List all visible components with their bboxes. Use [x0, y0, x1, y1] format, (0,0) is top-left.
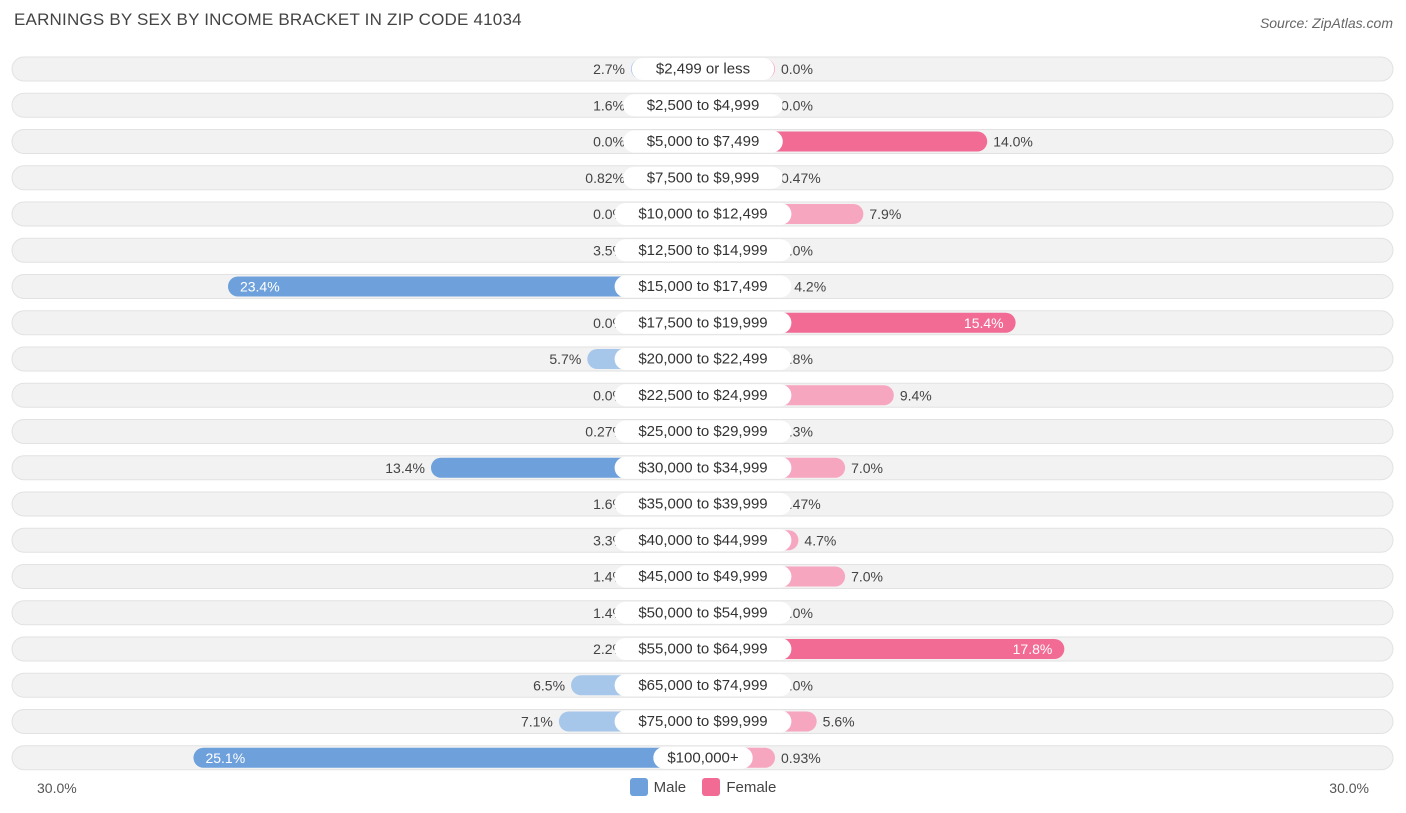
category-label: $12,500 to $14,999 [638, 242, 767, 259]
male-value-label: 6.5% [533, 677, 565, 693]
male-swatch-icon [629, 778, 648, 796]
category-label: $20,000 to $22,499 [638, 351, 767, 368]
legend: Male Female [0, 778, 1406, 800]
axis-left-label: 30.0% [37, 780, 77, 796]
category-pill [614, 674, 792, 697]
category-label: $2,499 or less [656, 61, 750, 78]
male-value-label: 2.7% [593, 61, 625, 77]
category-label: $40,000 to $44,999 [638, 532, 767, 549]
category-pill [623, 94, 783, 117]
male-bar [193, 747, 703, 768]
female-value-label: 4.7% [804, 532, 836, 548]
category-label: $100,000+ [667, 749, 739, 766]
chart-title: EARNINGS BY SEX BY INCOME BRACKET IN ZIP… [14, 10, 522, 29]
category-label: $30,000 to $34,999 [638, 459, 767, 476]
category-label: $35,000 to $39,999 [638, 496, 767, 513]
male-value-label: 5.7% [549, 351, 581, 367]
category-label: $50,000 to $54,999 [638, 604, 767, 621]
category-pill [614, 493, 792, 515]
legend-item-male[interactable]: Male [629, 778, 687, 796]
category-pill [614, 203, 792, 225]
category-pill [614, 638, 792, 660]
source-label: Source: ZipAtlas.com [1259, 15, 1393, 31]
category-pill [614, 529, 792, 552]
category-label: $17,500 to $19,999 [638, 314, 767, 331]
category-pill [614, 384, 792, 407]
male-value-label: 0.82% [585, 170, 625, 186]
male-value-label: 13.4% [385, 460, 425, 476]
category-label: $25,000 to $29,999 [638, 423, 767, 440]
female-value-label: 14.0% [993, 134, 1033, 150]
female-value-label: 0.0% [781, 97, 813, 113]
legend-female-label: Female [726, 778, 777, 796]
female-value-label: 4.2% [794, 279, 826, 295]
category-label: $75,000 to $99,999 [638, 713, 767, 730]
chart-canvas: 2.7% 0.0% $2,499 or less 1.6% 0.0% $2,500 to … [11, 56, 1394, 771]
male-value-label: 0.27% [585, 424, 625, 440]
category-label: $55,000 to $64,999 [638, 641, 767, 658]
category-label: $15,000 to $17,499 [638, 278, 767, 295]
female-value-label: 7.9% [869, 206, 901, 222]
category-label: $10,000 to $12,499 [638, 206, 767, 223]
category-pill [614, 239, 792, 262]
female-value-label: 17.8% [1013, 641, 1053, 657]
female-value-label: 15.4% [964, 315, 1004, 331]
category-label: $2,500 to $4,999 [647, 97, 760, 114]
category-pill [614, 710, 792, 733]
category-pill [614, 601, 792, 624]
category-label: $22,500 to $24,999 [638, 387, 767, 404]
female-value-label: 7.0% [851, 460, 883, 476]
female-value-label: 7.0% [851, 569, 883, 585]
male-value-label: 1.6% [593, 97, 625, 113]
male-value-label: 0.0% [593, 134, 625, 150]
female-value-label: 0.0% [781, 61, 813, 77]
category-pill [614, 456, 792, 479]
category-label: $5,000 to $7,499 [647, 133, 760, 150]
category-label: $45,000 to $49,999 [638, 568, 767, 585]
female-swatch-icon [702, 778, 721, 796]
category-label: $7,500 to $9,999 [647, 169, 760, 186]
category-pill [623, 166, 783, 189]
male-bar [227, 276, 704, 297]
category-pill [614, 420, 792, 443]
female-value-label: 0.93% [781, 750, 821, 766]
male-value-label: 25.1% [205, 750, 245, 766]
male-value-label: 23.4% [240, 279, 280, 295]
category-label: $65,000 to $74,999 [638, 677, 767, 694]
axis-right-label: 30.0% [1329, 780, 1369, 796]
category-pill [653, 746, 753, 769]
category-pill [614, 275, 792, 298]
legend-male-label: Male [653, 778, 687, 796]
legend-item-female[interactable]: Female [702, 778, 776, 796]
female-value-label: 9.4% [900, 387, 932, 403]
female-value-label: 5.6% [823, 714, 855, 730]
category-pill [614, 565, 792, 588]
category-pill [614, 348, 792, 370]
female-value-label: 0.47% [781, 496, 821, 512]
category-pill [614, 311, 792, 334]
female-bar [703, 639, 1065, 659]
category-pill [623, 130, 783, 153]
female-value-label: 0.47% [781, 170, 821, 186]
male-value-label: 7.1% [521, 714, 553, 730]
category-pill [631, 58, 775, 80]
